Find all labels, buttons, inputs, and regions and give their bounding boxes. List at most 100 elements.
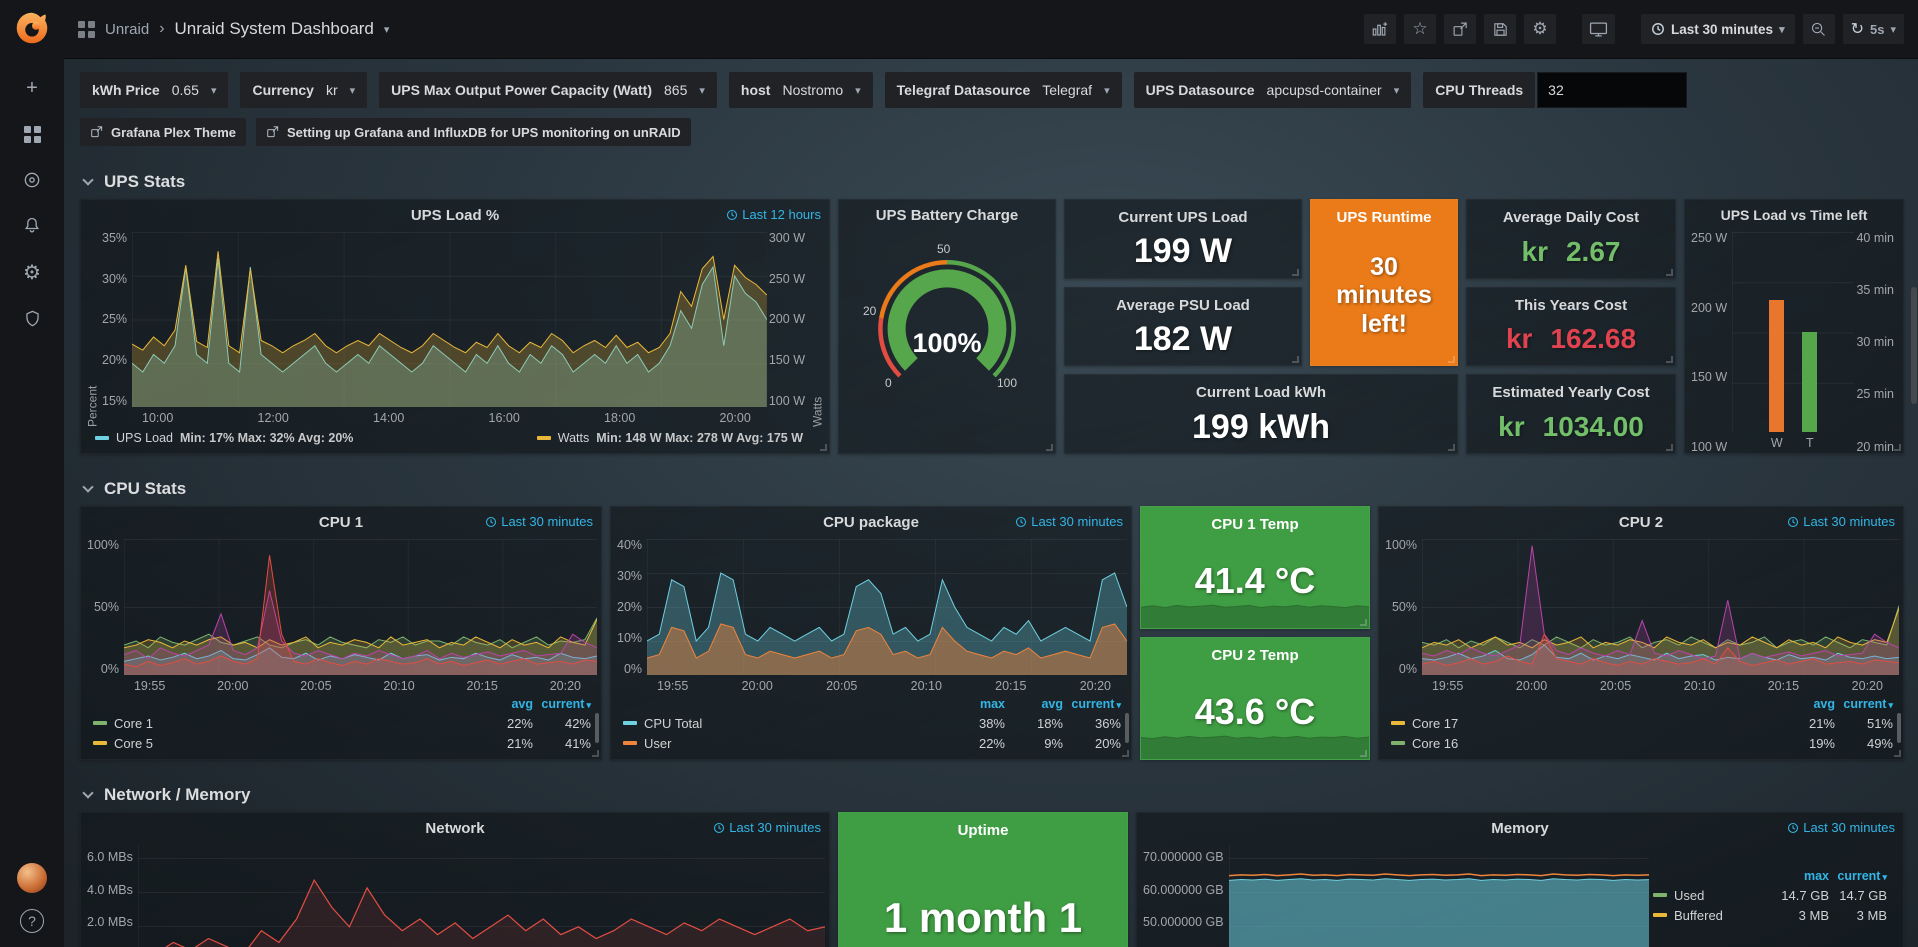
variable-ups-max-output[interactable]: UPS Max Output Power Capacity (Watt) 865… (379, 72, 717, 108)
legend-sort-column[interactable]: max (1771, 869, 1829, 883)
grafana-logo[interactable] (14, 10, 50, 46)
legend-series[interactable]: Core 16 (1391, 736, 1777, 751)
panel-resize-handle[interactable] (1666, 444, 1673, 451)
panel-resize-handle[interactable] (1666, 269, 1673, 276)
panel-resize-handle[interactable] (1122, 750, 1129, 757)
panel-title[interactable]: Current UPS Load (1065, 209, 1301, 226)
legend-sort-column[interactable]: avg (1005, 697, 1063, 711)
ups-bars-chart[interactable] (1732, 232, 1854, 433)
section-network-memory[interactable]: Network / Memory (80, 784, 1904, 806)
legend-series[interactable]: Core 1 (93, 716, 475, 731)
legend-series[interactable]: Core 5 (93, 736, 475, 751)
panel-title[interactable]: Memory (1491, 820, 1549, 837)
section-cpu-stats[interactable]: CPU Stats (80, 478, 1904, 500)
scrollbar-thumb[interactable] (1911, 287, 1917, 404)
ups-load-chart[interactable] (132, 232, 767, 407)
server-admin-shield-icon[interactable] (18, 306, 46, 330)
panel-resize-handle[interactable] (1292, 269, 1299, 276)
breadcrumb-dashboard[interactable]: Unraid System Dashboard (175, 19, 374, 39)
panel-resize-handle[interactable] (1894, 444, 1901, 451)
legend-sort-column[interactable]: current (1835, 697, 1893, 711)
chevron-down-icon[interactable]: ▾ (384, 23, 390, 36)
panel-title[interactable]: Network (425, 820, 484, 837)
help-icon[interactable]: ? (20, 909, 44, 933)
panel-title[interactable]: CPU 2 Temp (1141, 647, 1369, 664)
dashboard-settings-button[interactable]: ⚙ (1524, 14, 1556, 44)
save-button[interactable] (1484, 14, 1516, 44)
panel-resize-handle[interactable] (1360, 619, 1367, 626)
panel-title[interactable]: Average PSU Load (1065, 297, 1301, 314)
star-button[interactable]: ☆ (1404, 14, 1436, 44)
variable-kwh-price[interactable]: kWh Price 0.65 ▾ (80, 72, 228, 108)
avatar[interactable] (17, 863, 47, 893)
legend-series[interactable]: User (623, 736, 947, 751)
panel-resize-handle[interactable] (1666, 356, 1673, 363)
variable-ups-datasource[interactable]: UPS Datasource apcupsd-container ▾ (1134, 72, 1412, 108)
cpu1-chart[interactable] (124, 539, 597, 675)
panel-title[interactable]: UPS Load vs Time left (1721, 207, 1868, 223)
link-ups-monitoring-guide[interactable]: Setting up Grafana and InfluxDB for UPS … (256, 118, 691, 146)
legend-series[interactable]: CPU Total (623, 716, 947, 731)
legend-sort-column[interactable]: current (533, 697, 591, 711)
page-scrollbar[interactable] (1910, 59, 1918, 947)
panel-title[interactable]: Current Load kWh (1065, 384, 1457, 401)
panel-title[interactable]: UPS Runtime (1311, 209, 1457, 226)
panel-title[interactable]: Uptime (839, 822, 1127, 839)
share-button[interactable] (1444, 14, 1476, 44)
create-icon[interactable]: + (18, 76, 46, 100)
legend-sort-column[interactable]: current (1063, 697, 1121, 711)
cpu2-chart[interactable] (1422, 539, 1899, 675)
panel-title[interactable]: This Years Cost (1467, 297, 1675, 314)
panel-title[interactable]: CPU package (823, 514, 919, 531)
panel-time-range: Last 30 minutes (713, 820, 821, 835)
legend-sort-column[interactable]: avg (1777, 697, 1835, 711)
legend-sort-column[interactable]: current (1829, 869, 1887, 883)
panel-resize-handle[interactable] (1292, 356, 1299, 363)
tv-mode-button[interactable] (1582, 14, 1615, 44)
link-grafana-plex-theme[interactable]: Grafana Plex Theme (80, 118, 246, 146)
panel-title[interactable]: Estimated Yearly Cost (1467, 384, 1675, 401)
refresh-button[interactable]: ↻ 5s ▾ (1843, 14, 1904, 44)
legend-sort-column[interactable]: avg (475, 697, 533, 711)
cpu-threads-input[interactable] (1537, 72, 1687, 108)
panel-resize-handle[interactable] (1448, 356, 1455, 363)
panel-title[interactable]: CPU 2 (1619, 514, 1663, 531)
configuration-gear-icon[interactable]: ⚙ (18, 260, 46, 284)
panel-title[interactable]: UPS Load % (411, 207, 499, 224)
panel-title[interactable]: Average Daily Cost (1467, 209, 1675, 226)
time-picker[interactable]: Last 30 minutes ▾ (1641, 14, 1795, 44)
zoom-out-button[interactable] (1803, 14, 1835, 44)
explore-icon[interactable] (18, 168, 46, 192)
legend-scrollbar[interactable] (595, 713, 599, 743)
panel-resize-handle[interactable] (1360, 750, 1367, 757)
legend-series[interactable]: UPS Load (116, 431, 173, 445)
panel-title[interactable]: CPU 1 (319, 514, 363, 531)
legend-sort-column[interactable]: max (947, 697, 1005, 711)
variable-host[interactable]: host Nostromo ▾ (729, 72, 873, 108)
legend-series[interactable]: Watts (558, 431, 589, 445)
panel-resize-handle[interactable] (1894, 750, 1901, 757)
breadcrumb-app[interactable]: Unraid (105, 21, 149, 38)
panel-resize-handle[interactable] (1046, 444, 1053, 451)
dashboards-icon[interactable] (18, 122, 46, 146)
network-chart[interactable] (138, 845, 825, 947)
panel-title[interactable]: UPS Battery Charge (876, 207, 1019, 224)
panel-resize-handle[interactable] (1448, 444, 1455, 451)
legend-scrollbar[interactable] (1897, 713, 1901, 743)
legend-scrollbar[interactable] (1125, 713, 1129, 743)
add-panel-button[interactable] (1364, 14, 1396, 44)
section-ups-stats[interactable]: UPS Stats (80, 171, 1904, 193)
panel-uptime: Uptime 1 month 1 (838, 812, 1128, 947)
legend-series[interactable]: Used (1653, 888, 1771, 903)
panel-title[interactable]: CPU 1 Temp (1141, 516, 1369, 533)
variable-telegraf-datasource[interactable]: Telegraf Datasource Telegraf ▾ (885, 72, 1122, 108)
legend-series[interactable]: Core 17 (1391, 716, 1777, 731)
cpu-package-chart[interactable] (647, 539, 1127, 675)
panel-resize-handle[interactable] (820, 444, 827, 451)
axis-tick: 20:05 (1600, 679, 1631, 693)
variable-currency[interactable]: Currency kr ▾ (240, 72, 367, 108)
panel-resize-handle[interactable] (592, 750, 599, 757)
memory-chart[interactable] (1229, 845, 1649, 947)
legend-series[interactable]: Buffered (1653, 908, 1771, 923)
alerting-bell-icon[interactable] (18, 214, 46, 238)
